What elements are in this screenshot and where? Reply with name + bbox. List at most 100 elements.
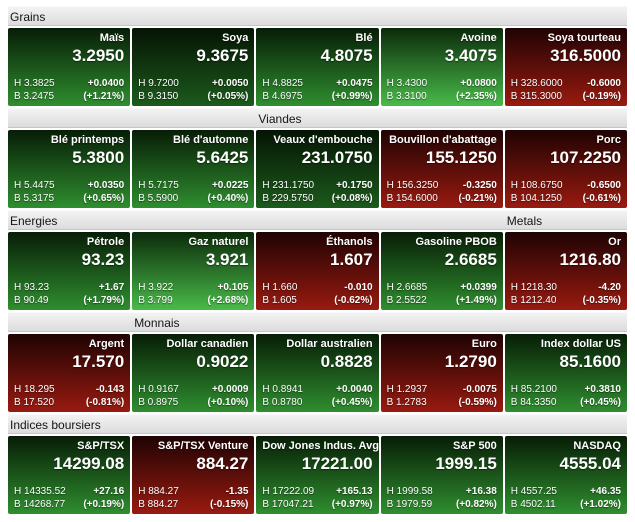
low-text: B 14268.77 bbox=[14, 499, 66, 510]
low-text: B 17047.21 bbox=[262, 499, 314, 510]
section-title: Indices boursiers bbox=[10, 418, 101, 432]
net-change: +0.0399 bbox=[460, 282, 497, 293]
tile-spacer bbox=[14, 371, 124, 383]
tile-spacer bbox=[138, 65, 248, 77]
quote-tile[interactable]: Index dollar US 85.1600 H 85.2100 +0.381… bbox=[504, 334, 627, 412]
net-change: +0.105 bbox=[217, 282, 249, 293]
net-change: -0.6000 bbox=[587, 78, 621, 89]
quote-tile[interactable]: Blé 4.8075 H 4.8825 +0.0475 B 4.6975 (+0… bbox=[256, 28, 379, 106]
quote-tile[interactable]: S&P 500 1999.15 H 1999.58 +16.38 B 1979.… bbox=[380, 436, 503, 514]
high-text: H 3.922 bbox=[138, 282, 174, 293]
quote-tile[interactable]: Soya 9.3675 H 9.7200 +0.0050 B 9.3150 (+… bbox=[132, 28, 255, 106]
percent-change: (+1.49%) bbox=[455, 295, 497, 306]
net-change: +1.67 bbox=[98, 282, 125, 293]
last-price: 155.1250 bbox=[425, 148, 497, 167]
net-change: +0.0009 bbox=[211, 384, 249, 395]
quote-tile[interactable]: Maïs 3.2950 H 3.3825 +0.0400 B 3.2475 (+… bbox=[8, 28, 131, 106]
percent-change: (+0.99%) bbox=[331, 91, 373, 102]
section-title: Monnais bbox=[134, 316, 180, 330]
instrument-name: Blé printemps bbox=[50, 134, 125, 146]
quote-tile[interactable]: Gaz naturel 3.921 H 3.922 +0.105 B 3.799… bbox=[132, 232, 255, 310]
quote-tile[interactable]: Dollar canadien 0.9022 H 0.9167 +0.0009 … bbox=[132, 334, 255, 412]
percent-change: (-0.62%) bbox=[334, 295, 373, 306]
quote-tile[interactable]: Argent 17.570 H 18.295 -0.143 B 17.520 (… bbox=[8, 334, 131, 412]
net-change: +0.0050 bbox=[211, 78, 249, 89]
tile-spacer bbox=[387, 371, 497, 383]
quote-tile[interactable]: Or 1216.80 H 1218.30 -4.20 B 1212.40 (-0… bbox=[504, 232, 627, 310]
quote-tile[interactable]: Blé printemps 5.3800 H 5.4475 +0.0350 B … bbox=[8, 130, 131, 208]
quote-tile[interactable]: Euro 1.2790 H 1.2937 -0.0075 B 1.2783 (-… bbox=[380, 334, 503, 412]
quote-tile[interactable]: S&P/TSX 14299.08 H 14335.52 +27.16 B 142… bbox=[8, 436, 131, 514]
net-change: -0.010 bbox=[344, 282, 373, 293]
instrument-name: Dollar canadien bbox=[166, 338, 249, 350]
high-line: H 328.6000 -0.6000 bbox=[511, 77, 621, 90]
low-text: B 1212.40 bbox=[510, 295, 557, 306]
instrument-name: Argent bbox=[88, 338, 125, 350]
quote-tile[interactable]: S&P/TSX Venture 884.27 H 884.27 -1.35 B … bbox=[132, 436, 255, 514]
high-line: H 156.3250 -0.3250 bbox=[387, 179, 497, 192]
high-line: H 85.2100 +0.3810 bbox=[511, 383, 621, 396]
instrument-name: Gaz naturel bbox=[188, 236, 249, 248]
tile-spacer bbox=[511, 371, 621, 383]
last-price: 3.4075 bbox=[444, 46, 497, 65]
instrument-name: Porc bbox=[596, 134, 621, 146]
percent-change: (-0.15%) bbox=[210, 499, 249, 510]
low-line: B 1.605 (-0.62%) bbox=[262, 294, 372, 307]
high-line: H 93.23 +1.67 bbox=[14, 281, 124, 294]
last-price: 85.1600 bbox=[559, 352, 621, 371]
low-text: B 90.49 bbox=[14, 295, 49, 306]
quote-tile[interactable]: Avoine 3.4075 H 3.4300 +0.0800 B 3.3100 … bbox=[380, 28, 503, 106]
quote-tile[interactable]: Soya tourteau 316.5000 H 328.6000 -0.600… bbox=[504, 28, 627, 106]
tile-spacer bbox=[262, 269, 372, 281]
high-line: H 3.4300 +0.0800 bbox=[387, 77, 497, 90]
last-price: 3.2950 bbox=[72, 46, 125, 65]
quote-tile[interactable]: Blé d'automne 5.6425 H 5.7175 +0.0225 B … bbox=[132, 130, 255, 208]
quote-tile[interactable]: Porc 107.2250 H 108.6750 -0.6500 B 104.1… bbox=[504, 130, 627, 208]
high-text: H 884.27 bbox=[138, 486, 179, 497]
net-change: -0.0075 bbox=[462, 384, 497, 395]
low-line: B 4.6975 (+0.99%) bbox=[262, 90, 372, 103]
quote-tile[interactable]: Gasoline PBOB 2.6685 H 2.6685 +0.0399 B … bbox=[380, 232, 503, 310]
low-text: B 315.3000 bbox=[510, 91, 562, 102]
low-line: B 5.3175 (+0.65%) bbox=[14, 192, 124, 205]
tile-spacer bbox=[387, 167, 497, 179]
net-change: +16.38 bbox=[465, 486, 497, 497]
tile-spacer bbox=[511, 65, 621, 77]
quote-tile[interactable]: NASDAQ 4555.04 H 4557.25 +46.35 B 4502.1… bbox=[504, 436, 627, 514]
high-text: H 4.8825 bbox=[262, 78, 303, 89]
tile-spacer bbox=[14, 167, 124, 179]
quote-tile[interactable]: Bouvillon d'abattage 155.1250 H 156.3250… bbox=[380, 130, 503, 208]
tile-spacer bbox=[138, 167, 248, 179]
last-price: 5.6425 bbox=[196, 148, 249, 167]
last-price: 5.3800 bbox=[72, 148, 125, 167]
quote-tile[interactable]: Pétrole 93.23 H 93.23 +1.67 B 90.49 (+1.… bbox=[8, 232, 131, 310]
last-price: 316.5000 bbox=[550, 46, 621, 65]
high-line: H 4.8825 +0.0475 bbox=[262, 77, 372, 90]
tile-row: Argent 17.570 H 18.295 -0.143 B 17.520 (… bbox=[8, 334, 627, 412]
high-line: H 108.6750 -0.6500 bbox=[511, 179, 621, 192]
low-line: B 0.8975 (+0.10%) bbox=[138, 396, 248, 409]
low-text: B 0.8975 bbox=[138, 397, 179, 408]
instrument-name: Dow Jones Indus. Avg. bbox=[262, 440, 379, 452]
tile-row: Pétrole 93.23 H 93.23 +1.67 B 90.49 (+1.… bbox=[8, 232, 627, 310]
percent-change: (-0.81%) bbox=[85, 397, 125, 408]
instrument-name: S&P/TSX Venture bbox=[157, 440, 249, 452]
last-price: 4.8075 bbox=[320, 46, 373, 65]
last-price: 17221.00 bbox=[301, 454, 373, 473]
last-price: 107.2250 bbox=[550, 148, 621, 167]
percent-change: (+0.45%) bbox=[331, 397, 373, 408]
low-text: B 9.3150 bbox=[138, 91, 179, 102]
low-text: B 4.6975 bbox=[262, 91, 303, 102]
low-text: B 1.2783 bbox=[386, 397, 427, 408]
high-line: H 4557.25 +46.35 bbox=[511, 485, 621, 498]
low-line: B 1.2783 (-0.59%) bbox=[387, 396, 497, 409]
quote-tile[interactable]: Dollar australien 0.8828 H 0.8941 +0.004… bbox=[256, 334, 379, 412]
quote-tile[interactable]: Éthanols 1.607 H 1.660 -0.010 B 1.605 (-… bbox=[256, 232, 379, 310]
instrument-name: S&P 500 bbox=[452, 440, 497, 452]
quote-tile[interactable]: Veaux d'embouche 231.0750 H 231.1750 +0.… bbox=[256, 130, 379, 208]
high-text: H 231.1750 bbox=[262, 180, 315, 191]
instrument-name: Veaux d'embouche bbox=[273, 134, 373, 146]
tile-spacer bbox=[262, 167, 372, 179]
quote-tile[interactable]: Dow Jones Indus. Avg. 17221.00 H 17222.0… bbox=[256, 436, 379, 514]
